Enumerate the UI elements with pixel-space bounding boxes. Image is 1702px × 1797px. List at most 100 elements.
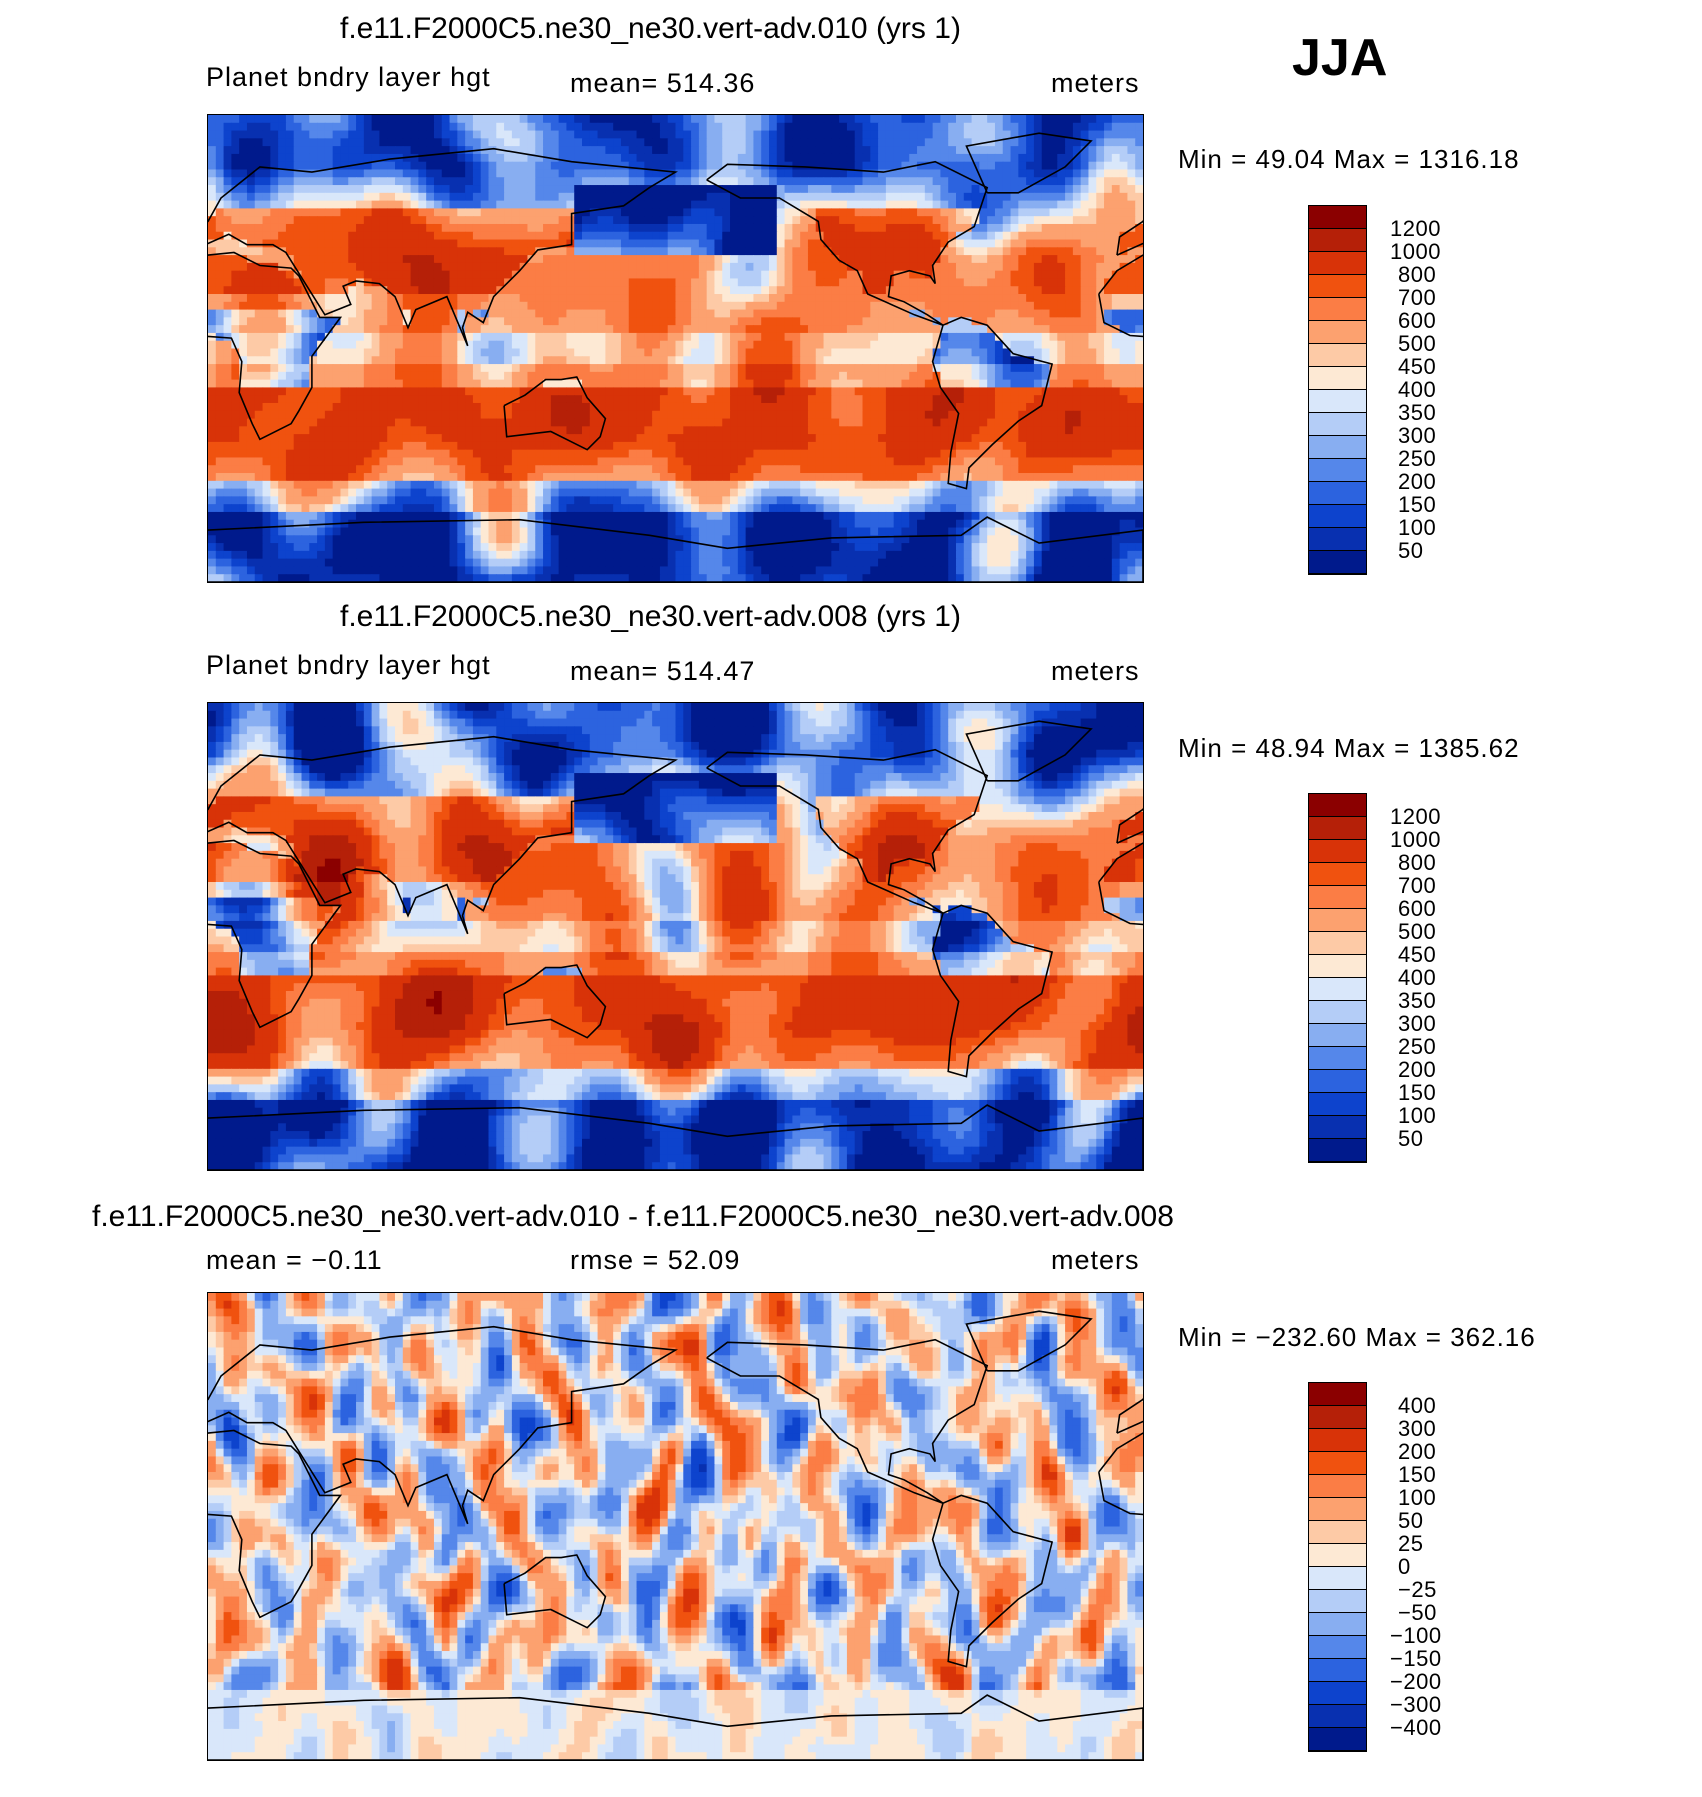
panel1-field-cell <box>340 301 349 311</box>
panel1-field-cell <box>901 130 910 139</box>
panel1-field-cell <box>246 364 256 373</box>
panel1-field-cell <box>1033 223 1043 233</box>
panel1-field-cell <box>870 340 879 350</box>
panel1-field-cell <box>940 208 949 217</box>
panel1-field-cell <box>457 379 466 389</box>
panel1-field-cell <box>1018 356 1027 365</box>
panel1-field-cell <box>317 356 326 365</box>
panel1-field-cell <box>348 301 357 311</box>
panel1-field-cell <box>387 169 396 178</box>
panel1-field-cell <box>675 387 684 396</box>
panel1-field-cell <box>418 262 427 272</box>
panel1-field-cell <box>1002 216 1012 225</box>
panel1-field-cell <box>550 426 560 435</box>
panel1-field-cell <box>807 115 817 124</box>
panel1-field-cell <box>1111 223 1121 233</box>
panel1-field-cell <box>340 395 349 404</box>
panel1-field-cell <box>270 317 279 326</box>
panel1-field-cell <box>722 286 731 295</box>
panel1-field-cell <box>496 418 505 427</box>
panel1-field-cell <box>363 301 373 311</box>
panel1-field-cell <box>1041 317 1051 326</box>
panel1-field-cell <box>792 200 801 209</box>
panel1-field-cell <box>293 262 303 272</box>
panel1-field-cell <box>909 286 918 295</box>
panel1-field-cell <box>659 169 669 178</box>
panel1-field-cell <box>769 301 778 311</box>
panel1-field-cell <box>613 426 622 435</box>
panel1-field-cell <box>652 294 661 303</box>
panel1-field-cell <box>441 301 451 311</box>
panel1-field-cell <box>722 247 731 256</box>
panel1-field-cell <box>1049 418 1058 427</box>
panel1-field-cell <box>948 426 957 435</box>
panel1-field-cell <box>208 387 217 396</box>
panel1-field-cell <box>776 239 786 248</box>
panel1-field-cell <box>519 410 529 420</box>
panel1-field-cell <box>1080 387 1090 396</box>
panel1-field-cell <box>589 294 599 303</box>
panel1-field-cell <box>1119 418 1129 427</box>
panel1-field-cell <box>807 153 817 163</box>
panel1-field-cell <box>1002 410 1012 420</box>
panel1-field-cell <box>465 371 474 381</box>
panel1-field-cell <box>1135 200 1143 209</box>
panel1-field-cell <box>465 294 474 303</box>
panel1-field-cell <box>550 434 560 443</box>
panel1-field-cell <box>543 231 552 241</box>
panel1-field-cell <box>395 177 404 186</box>
panel1-field-cell <box>208 309 217 318</box>
panel1-field-cell <box>239 146 248 155</box>
panel1-field-cell <box>363 262 373 272</box>
panel1-field-cell <box>574 332 583 342</box>
panel1-field-cell <box>1057 169 1066 178</box>
panel1-field-cell <box>994 177 1004 186</box>
panel1-field-cell <box>792 138 801 147</box>
panel1-field-cell <box>917 356 926 365</box>
panel1-field-cell <box>1057 247 1066 256</box>
panel1-field-cell <box>433 371 443 381</box>
panel1-field-cell <box>317 410 326 420</box>
panel1-field-cell <box>963 192 973 202</box>
panel1-field-cell <box>862 294 871 303</box>
panel1-field-cell <box>504 356 513 365</box>
panel1-field-cell <box>862 192 871 202</box>
panel1-field-cell <box>488 426 497 435</box>
panel1-field-cell <box>652 395 661 404</box>
panel1-field-cell <box>644 231 653 241</box>
panel1-field-cell <box>231 115 240 124</box>
panel1-field-cell <box>753 317 762 326</box>
panel1-field-cell <box>683 255 692 264</box>
panel1-field-cell <box>363 122 373 132</box>
panel1-field-cell <box>706 402 716 412</box>
panel1-field-cell <box>1041 192 1051 202</box>
panel1-field-cell <box>846 418 856 427</box>
panel1-field-cell <box>332 247 342 256</box>
panel1-field-cell <box>956 340 965 350</box>
panel1-field-cell <box>761 364 770 373</box>
panel1-field-cell <box>987 356 996 365</box>
panel1-field-cell <box>488 348 497 357</box>
panel1-field-cell <box>246 223 256 233</box>
panel1-field-cell <box>262 418 271 427</box>
panel1-field-cell <box>893 146 903 155</box>
panel1-field-cell <box>1018 138 1027 147</box>
panel1-field-cell <box>379 340 388 350</box>
panel1-field-cell <box>706 208 716 217</box>
panel1-field-cell <box>792 325 801 334</box>
panel1-field-cell <box>683 379 692 389</box>
panel1-field-cell <box>527 286 536 295</box>
panel1-field-cell <box>605 410 614 420</box>
panel1-field-cell <box>519 402 529 412</box>
panel1-field-cell <box>550 130 560 139</box>
panel1-field-cell <box>457 395 466 404</box>
panel1-field-cell <box>605 192 614 202</box>
panel1-field-cell <box>457 200 466 209</box>
panel1-field-cell <box>924 371 934 381</box>
panel1-field-cell <box>239 185 248 194</box>
panel1-field-cell <box>784 239 793 248</box>
panel1-field-cell <box>924 332 934 342</box>
panel1-field-cell <box>1065 200 1074 209</box>
panel1-field-cell <box>963 223 973 233</box>
panel1-field-cell <box>1033 301 1043 311</box>
